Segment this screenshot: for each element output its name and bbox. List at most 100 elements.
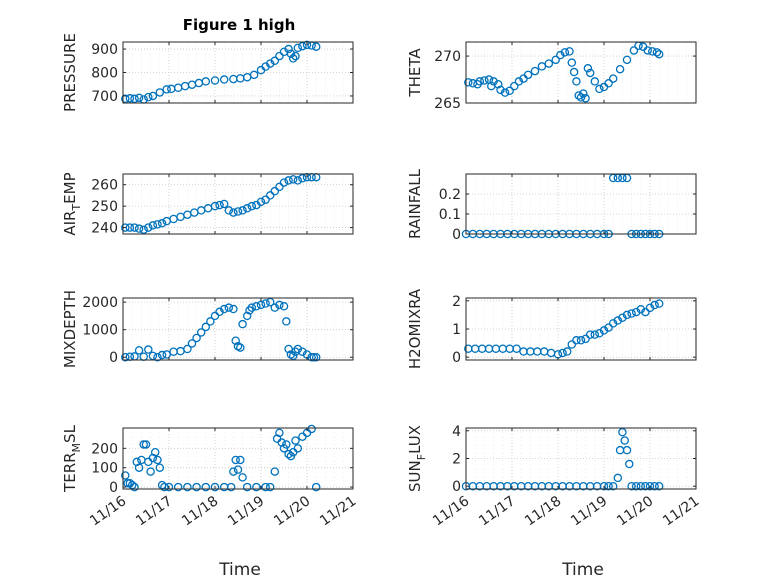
data-point <box>496 85 505 95</box>
subplot-h2omixra: 0 1 2 H2OMIXRA <box>406 288 697 369</box>
y-axis-label: RAINFALL <box>406 168 424 239</box>
x-tick-label: 11/18 <box>179 493 221 529</box>
data-point <box>242 311 252 321</box>
data-point <box>265 482 275 492</box>
data-point <box>153 220 162 229</box>
x-tick-label: 11/20 <box>271 493 313 529</box>
data-point <box>157 350 167 360</box>
data-point <box>270 467 280 476</box>
data-point <box>252 482 261 492</box>
data-point <box>144 345 153 354</box>
data-point <box>583 64 593 73</box>
data-point <box>249 70 259 80</box>
data-point <box>608 74 618 83</box>
data-point <box>231 455 240 465</box>
data-point <box>146 467 155 476</box>
data-point <box>298 41 307 51</box>
y-tick-label: 2 <box>452 294 461 310</box>
data-point <box>139 225 148 234</box>
plot-area <box>123 428 353 489</box>
data-point <box>284 44 293 54</box>
data-point <box>560 48 570 57</box>
data-point <box>608 481 618 491</box>
subplot-pressure: 700 800 900 PRESSURE <box>61 33 354 112</box>
data-point <box>595 328 604 338</box>
axes-frame <box>122 427 354 490</box>
data-point <box>631 307 641 317</box>
data-point <box>636 481 646 491</box>
data-point <box>210 311 220 321</box>
data-point <box>134 463 144 472</box>
y-axis-label: PRESSURE <box>61 33 79 112</box>
data-point <box>311 352 321 362</box>
data-point <box>298 347 307 356</box>
y-tick-label: 265 <box>434 96 461 112</box>
data-point <box>210 201 220 211</box>
data-point <box>219 75 229 84</box>
data-point <box>629 46 639 55</box>
x-tick-label: 11/16 <box>430 493 472 529</box>
data-point <box>261 195 270 204</box>
data-point <box>148 221 158 230</box>
data-point <box>537 62 547 71</box>
data-point <box>192 482 201 492</box>
y-tick-label: 260 <box>91 178 118 194</box>
data-point <box>309 352 319 362</box>
data-point <box>236 343 245 352</box>
data-point <box>572 336 581 345</box>
x-tick-label: 11/19 <box>225 493 267 529</box>
data-point <box>238 473 247 482</box>
data-point <box>585 330 595 339</box>
data-point <box>493 79 503 89</box>
data-point <box>247 303 257 312</box>
data-point <box>153 455 162 465</box>
data-point <box>130 482 139 492</box>
data-point <box>252 302 261 311</box>
data-point <box>530 66 540 76</box>
data-point <box>595 84 604 94</box>
x-axis-label-left: Time <box>218 560 261 580</box>
data-point <box>618 427 627 437</box>
data-point <box>162 85 171 94</box>
data-point <box>210 76 220 85</box>
data-point <box>219 304 229 314</box>
data-point <box>183 344 192 354</box>
y-tick-label: 0 <box>109 480 118 496</box>
y-tick-label: 2000 <box>82 295 118 311</box>
data-point <box>636 305 646 314</box>
subplot-sun: 0 2 4 11/16 11/17 11/18 11/19 11/20 11/21 SUNFLUX <box>406 424 702 530</box>
data-point <box>556 50 565 60</box>
y-tick-label: 800 <box>91 66 118 82</box>
data-point <box>224 303 234 312</box>
data-point <box>229 467 238 476</box>
data-point <box>480 76 489 85</box>
data-point <box>298 174 307 183</box>
subplot-air: 240 250 260 AIRTEMP <box>61 172 354 237</box>
data-point <box>245 306 254 315</box>
data-point <box>576 336 586 345</box>
y-tick-label: 700 <box>91 89 118 105</box>
data-point <box>134 346 144 355</box>
data-point <box>622 310 632 320</box>
x-tick-label: 11/19 <box>568 493 610 529</box>
data-point <box>215 307 224 317</box>
axes-frame <box>122 297 354 361</box>
data-point <box>270 186 280 196</box>
axes-frame <box>465 173 697 235</box>
data-point <box>293 444 303 453</box>
data-point <box>226 482 236 492</box>
data-point <box>544 59 554 68</box>
data-point <box>162 350 171 359</box>
data-point <box>288 54 298 63</box>
data-point <box>572 77 581 86</box>
data-point <box>599 481 609 491</box>
figure-title: Figure 1 high <box>183 16 296 34</box>
x-tick-label: 11/20 <box>614 493 656 529</box>
data-point <box>291 436 300 445</box>
x-axis-label-right: Time <box>561 560 604 580</box>
data-point <box>173 482 183 492</box>
data-point <box>121 352 130 362</box>
y-axis-label: TERRMSL <box>61 424 83 493</box>
